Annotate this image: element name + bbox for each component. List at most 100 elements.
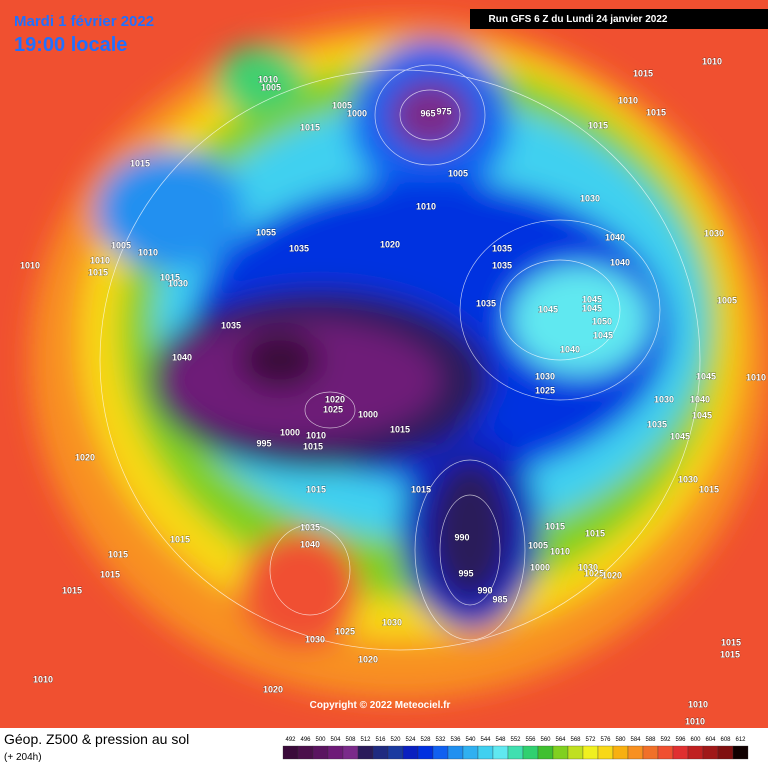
isobar-label: 995 [256,438,271,448]
isobar-label: 1045 [538,304,558,314]
isobar-label: 1040 [690,394,710,404]
scale-label: 576 [600,737,611,743]
forecast-time: 19:00 locale [14,34,127,56]
isobar-label: 985 [492,594,507,604]
scale-label: 584 [630,737,641,743]
scale-label: 504 [330,737,341,743]
scale-label: 588 [645,737,656,743]
isobar-label: 1025 [584,568,604,578]
scale-swatch [372,745,389,760]
scale-swatch [702,745,719,760]
scale-swatch [612,745,629,760]
scale-swatch [402,745,419,760]
isobar-label: 1025 [323,404,343,414]
isobar-label: 1000 [530,562,550,572]
isobar-label: 1010 [306,430,326,440]
scale-swatch [462,745,479,760]
scale-label: 600 [690,737,701,743]
isobar-label: 1030 [305,634,325,644]
scale-swatch [357,745,374,760]
isobar-label: 1015 [585,528,605,538]
scale-swatch [522,745,539,760]
isobar-label: 1015 [303,441,323,451]
isobar-label: 1020 [602,570,622,580]
isobar-label: 1030 [535,371,555,381]
scale-swatch [327,745,344,760]
scale-label: 556 [525,737,536,743]
field-title: Géop. Z500 & pression au sol [4,731,189,747]
isobar-label: 1020 [325,394,345,404]
scale-swatch [657,745,674,760]
scale-label: 552 [510,737,521,743]
isobar-label: 1010 [138,247,158,257]
scale-label: 596 [675,737,686,743]
isobar-label: 1030 [678,474,698,484]
scale-swatch [282,745,299,760]
forecast-date: Mardi 1 février 2022 [14,13,154,30]
isobar-label: 1030 [578,562,598,572]
isobar-label: 1010 [416,201,436,211]
scale-swatch [492,745,509,760]
scale-label: 572 [585,737,596,743]
scale-label: 512 [360,737,371,743]
isobar-label: 1015 [108,549,128,559]
isobar-label: 1005 [332,100,352,110]
isobar-label: 1020 [380,239,400,249]
scale-swatch [672,745,689,760]
scale-swatch [537,745,554,760]
scale-swatch [297,745,314,760]
scale-label: 508 [345,737,356,743]
scale-swatch [642,745,659,760]
scale-swatch [312,745,329,760]
isobar-label: 1010 [258,74,278,84]
scale-swatch [477,745,494,760]
isobar-label: 1035 [492,243,512,253]
isobar-label: 1015 [88,267,108,277]
scale-swatch [717,745,734,760]
isobar-label: 1010 [618,95,638,105]
isobar-label: 1000 [347,108,367,118]
isobar-label: 1010 [90,255,110,265]
field-blobs [30,20,768,700]
scale-label: 500 [315,737,326,743]
scale-label: 544 [480,737,491,743]
scale-label: 612 [735,737,746,743]
scale-label: 496 [300,737,311,743]
scale-swatch [732,745,749,760]
scale-label: 532 [435,737,446,743]
isobar-label: 1015 [411,484,431,494]
isobar-label: 1040 [172,352,192,362]
isobar-label: 1015 [306,484,326,494]
isobar-label: 1035 [289,243,309,253]
isobar-label: 1035 [647,419,667,429]
isobar-label: 1015 [721,637,741,647]
isobar-label: 1005 [261,82,281,92]
isobar-label: 1020 [75,452,95,462]
isobar-label: 1030 [382,617,402,627]
scale-swatch [627,745,644,760]
scale-label: 520 [390,737,401,743]
forecast-step: (+ 204h) [4,752,42,763]
isobar-label: 965 [420,108,435,118]
scale-label: 528 [420,737,431,743]
scale-swatch [342,745,359,760]
isobar-label: 990 [454,532,469,542]
isobar-label: 1005 [111,240,131,250]
scale-label: 516 [375,737,386,743]
isobar-label: 1015 [699,484,719,494]
scale-label: 536 [450,737,461,743]
copyright: Copyright © 2022 Meteociel.fr [310,700,451,711]
isobar-label: 1030 [580,193,600,203]
isobar-label: 1030 [704,228,724,238]
scale-label: 568 [570,737,581,743]
isobar-label: 1015 [720,649,740,659]
isobar-label: 1000 [280,427,300,437]
isobar-label: 1045 [593,330,613,340]
isobar-label: 1025 [535,385,555,395]
scale-label: 592 [660,737,671,743]
isobar-label: 1010 [746,372,766,382]
scale-swatch [582,745,599,760]
isobar-label: 1015 [170,534,190,544]
scale-label: 580 [615,737,626,743]
